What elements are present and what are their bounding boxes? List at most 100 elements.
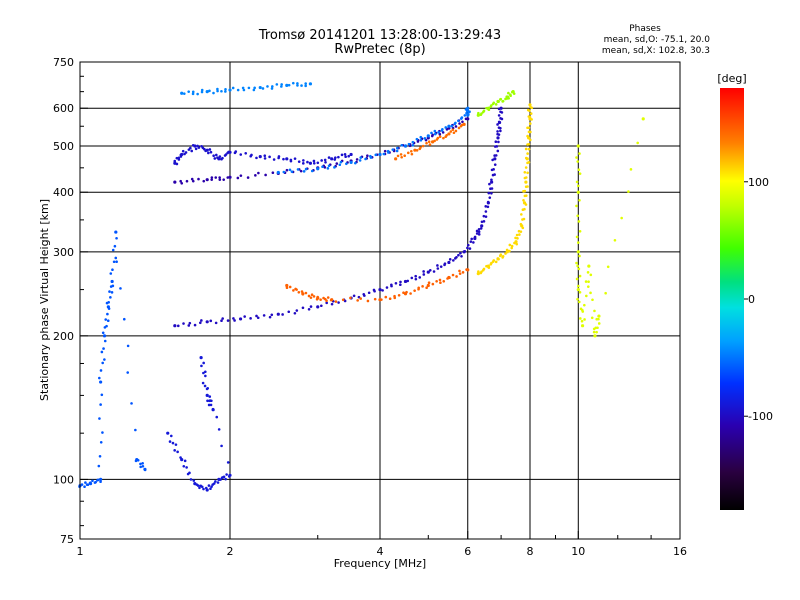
- data-point: [604, 291, 607, 295]
- legend-line-o: mean, sd,O: -75.1, 20.0: [604, 35, 711, 45]
- data-point: [366, 299, 370, 303]
- data-point: [320, 304, 323, 308]
- data-point: [394, 157, 398, 161]
- data-point: [496, 100, 500, 103]
- data-point: [202, 487, 205, 491]
- data-point: [217, 428, 221, 431]
- data-point: [326, 296, 330, 299]
- data-point: [201, 146, 205, 150]
- data-point: [597, 317, 600, 321]
- data-point: [214, 321, 218, 325]
- data-point: [141, 464, 145, 468]
- data-point: [357, 295, 361, 299]
- data-point: [255, 156, 258, 160]
- data-point: [343, 153, 347, 156]
- data-point: [181, 149, 185, 153]
- data-point: [205, 393, 209, 398]
- data-point: [469, 240, 473, 243]
- data-point: [493, 173, 496, 176]
- data-point: [441, 131, 445, 134]
- data-point: [364, 157, 367, 161]
- data-point: [180, 152, 184, 157]
- data-point: [258, 155, 262, 159]
- data-point: [258, 85, 262, 90]
- data-point: [228, 473, 232, 477]
- data-point: [205, 488, 209, 492]
- x-axis-label: Frequency [MHz]: [334, 557, 426, 570]
- data-point: [182, 464, 186, 468]
- data-point: [387, 151, 390, 154]
- data-point: [177, 156, 181, 160]
- data-point: [226, 319, 230, 322]
- data-point: [302, 162, 305, 165]
- data-point: [507, 91, 510, 95]
- data-point: [519, 222, 523, 226]
- data-point: [367, 291, 371, 295]
- data-point: [457, 253, 460, 257]
- data-point: [263, 157, 267, 160]
- data-point: [526, 171, 529, 175]
- data-point: [576, 184, 580, 188]
- data-point: [641, 117, 645, 121]
- series-4: [173, 143, 353, 166]
- data-point: [490, 104, 493, 107]
- data-point: [530, 106, 534, 110]
- data-point: [285, 83, 289, 87]
- data-point: [115, 260, 118, 264]
- data-point: [287, 310, 291, 314]
- data-point: [461, 271, 465, 274]
- data-point: [490, 180, 494, 184]
- data-point: [463, 114, 467, 117]
- data-point: [272, 158, 276, 161]
- data-point: [301, 293, 305, 296]
- data-point: [176, 450, 179, 454]
- data-point: [524, 156, 528, 160]
- data-point: [359, 156, 363, 159]
- data-point: [578, 172, 582, 175]
- data-point: [139, 462, 142, 466]
- data-point: [285, 286, 289, 290]
- grid: [80, 62, 680, 539]
- data-point: [226, 461, 230, 464]
- data-point: [578, 274, 582, 278]
- data-point: [480, 112, 483, 115]
- data-point: [218, 155, 222, 158]
- data-point: [323, 166, 327, 169]
- data-point: [344, 155, 347, 158]
- data-point: [197, 146, 201, 149]
- data-point: [182, 322, 185, 325]
- data-point: [382, 152, 386, 156]
- data-point: [499, 253, 503, 257]
- data-point: [337, 155, 340, 159]
- data-point: [349, 160, 353, 164]
- data-point: [136, 458, 140, 462]
- data-point: [200, 88, 204, 92]
- data-point: [586, 271, 590, 274]
- colorbar-tick-label: 0: [748, 293, 755, 306]
- data-point: [426, 283, 430, 288]
- data-point: [433, 132, 437, 136]
- data-point: [244, 151, 248, 155]
- data-point: [312, 295, 316, 298]
- data-point: [577, 220, 581, 223]
- data-point: [575, 180, 579, 184]
- data-point: [495, 145, 499, 148]
- data-point: [465, 109, 469, 113]
- data-point: [447, 132, 451, 136]
- data-point: [98, 376, 101, 380]
- data-point: [575, 156, 578, 159]
- series-8: [476, 90, 516, 117]
- data-point: [190, 177, 194, 181]
- data-point: [515, 242, 519, 246]
- data-point: [518, 233, 521, 236]
- data-point: [480, 220, 484, 224]
- data-point: [193, 144, 197, 148]
- data-point: [413, 289, 416, 292]
- data-point: [288, 168, 292, 172]
- data-point: [494, 140, 498, 143]
- data-point: [214, 480, 217, 483]
- data-point: [211, 408, 215, 412]
- data-point: [373, 289, 376, 293]
- data-point: [419, 138, 423, 142]
- data-point: [482, 220, 486, 223]
